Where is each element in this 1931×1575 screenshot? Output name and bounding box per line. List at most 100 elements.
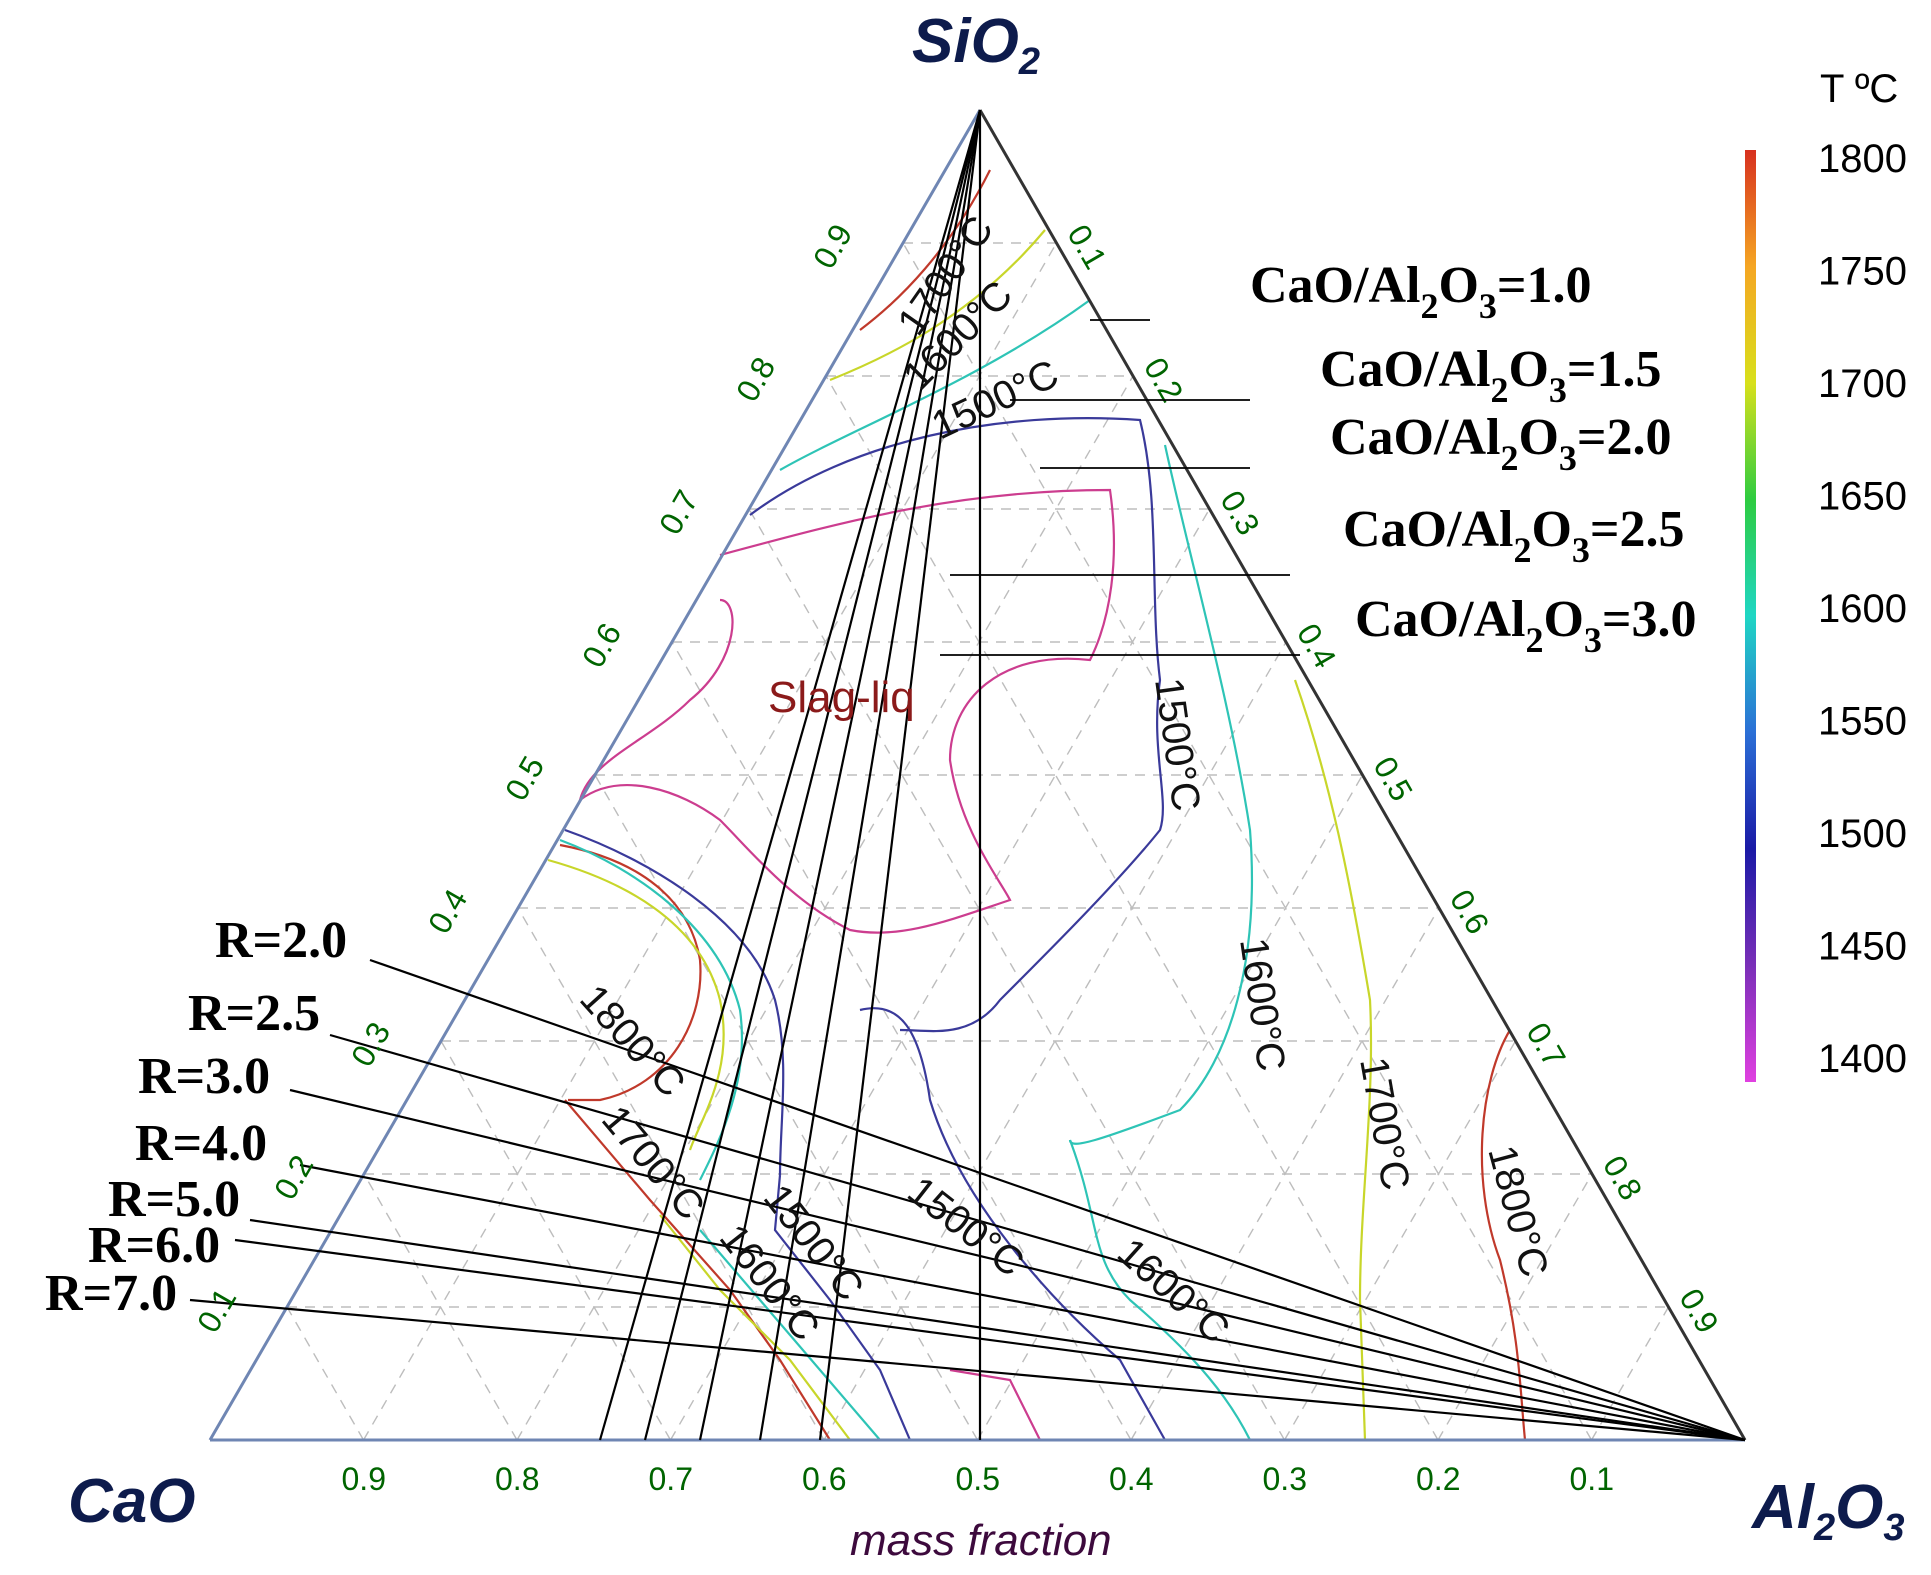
mass-fraction-axis-title: mass fraction (850, 1516, 1112, 1565)
isotherm-label: 1700°C (1351, 1054, 1418, 1193)
basicity-line (369, 958, 1746, 1442)
left-tick-label: 0.7 (652, 484, 705, 541)
grid-line (1590, 1306, 1670, 1441)
bottom-tick-label: 0.1 (1570, 1461, 1614, 1497)
bottom-tick-label: 0.3 (1263, 1461, 1307, 1497)
colorbar-title: T ºC (1820, 67, 1898, 111)
isotherm-1800-left (559, 843, 702, 1102)
isotherm-label: 1800°C (1479, 1141, 1556, 1282)
isotherm-label: 1500°C (1146, 675, 1208, 814)
left-tick-label: 0.4 (421, 883, 474, 940)
isotherm-1800-top (859, 169, 991, 331)
ratio-line (598, 109, 982, 1441)
isotherm-label: 1600°C (1231, 935, 1293, 1074)
isotherm-1800-lower (564, 1099, 831, 1441)
colorbar-label: 1600 (1818, 587, 1907, 631)
right-edge (978, 109, 1747, 1441)
grid-line (363, 1173, 518, 1441)
ratio-line (758, 109, 982, 1441)
grid-line (440, 1040, 672, 1441)
ratio-label: CaO/Al2O3=2.5 (1343, 501, 1685, 570)
grid-line (286, 1306, 365, 1441)
colorbar-label: 1400 (1818, 1037, 1907, 1081)
isotherm-1500-region (749, 417, 1164, 1033)
basicity-line (299, 1163, 1746, 1442)
ratio-line (643, 109, 982, 1441)
ratio-label: CaO/Al2O3=1.0 (1250, 257, 1592, 326)
basicity-line (289, 1088, 1746, 1442)
grid-line (1283, 1040, 1517, 1441)
colorbar-labels: 1800 1750 1700 1650 1600 1550 1500 1450 1400 (1818, 137, 1907, 1081)
bottom-tick-label: 0.6 (802, 1461, 846, 1497)
left-edge (208, 109, 982, 1441)
left-tick-label: 0.5 (498, 750, 551, 807)
colorbar-label: 1800 (1818, 137, 1907, 181)
bottom-tick-label: 0.5 (956, 1461, 1000, 1497)
left-tick-label: 0.9 (806, 218, 859, 275)
colorbar-label: 1650 (1818, 475, 1907, 519)
colorbar-label: 1500 (1818, 812, 1907, 856)
grid-line (1437, 1173, 1593, 1441)
left-tick-label: 0.3 (344, 1016, 397, 1073)
isotherm-label: 1500°C (899, 1168, 1032, 1285)
grid-line (1130, 907, 1440, 1441)
basicity-labels: R=2.0 R=2.5 R=3.0 R=4.0R=5.0R=6.0R=7.0 (45, 912, 347, 1322)
isotherm-1600-center (1068, 1139, 1251, 1441)
isotherm-contours (547, 169, 1527, 1441)
isotherm-1600-right (1068, 444, 1253, 1145)
colorbar-label: 1450 (1818, 925, 1907, 969)
basicity-label: R=2.0 (215, 912, 347, 969)
isotherm-1700-right (1293, 679, 1373, 1441)
basicity-line (189, 1298, 1746, 1442)
slag-liquid-label: Slag-liq (768, 673, 915, 722)
grid-line (669, 508, 1211, 1441)
triangle-frame (208, 109, 1747, 1442)
basicity-label: R=5.0 (108, 1171, 240, 1228)
isotherm-1500-left (564, 828, 785, 1176)
left-tick-label: 0.6 (575, 617, 628, 674)
isotherm-1450-small (949, 1368, 1041, 1441)
left-tick-label: 0.1 (190, 1282, 243, 1339)
ratio-label: CaO/Al2O3=2.0 (1330, 409, 1672, 478)
isotherm-label: 1700°C (593, 1098, 713, 1229)
basicity-label: R=4.0 (135, 1115, 267, 1172)
bottom-tick-label: 0.7 (649, 1461, 693, 1497)
isotherm-1800-right (1480, 1029, 1527, 1441)
colorbar-label: 1700 (1818, 362, 1907, 406)
colorbar-strip (1745, 150, 1756, 1082)
basicity-line (329, 1033, 1746, 1442)
left-tick-label: 0.2 (267, 1149, 320, 1206)
bottom-tick-label: 0.9 (342, 1461, 386, 1497)
colorbar-label: 1750 (1818, 250, 1907, 294)
isotherm-1600-lower (699, 1229, 881, 1441)
basicity-lines (189, 958, 1746, 1442)
basicity-label: R=7.0 (45, 1265, 177, 1322)
grid-line (976, 774, 1364, 1441)
ratio-label: CaO/Al2O3=3.0 (1355, 591, 1697, 660)
bottom-tick-label: 0.4 (1109, 1461, 1153, 1497)
bottom-tick-label: 0.8 (495, 1461, 539, 1497)
grid-line (517, 907, 825, 1441)
ratio-line (818, 109, 982, 1441)
isotherm-1700-lower (659, 1214, 851, 1441)
ratio-lines (598, 109, 982, 1441)
grid-line (902, 242, 1593, 1441)
temperature-colorbar: T ºC 1800 1750 1700 1650 1600 1550 1500 1450 140… (1745, 67, 1907, 1082)
cao-corner-label: CaO (68, 1467, 195, 1536)
isotherm-1700-left (547, 858, 725, 1151)
bottom-tick-label: 0.2 (1416, 1461, 1460, 1497)
colorbar-label: 1550 (1818, 700, 1907, 744)
basicity-line (234, 1238, 1746, 1442)
basicity-label: R=6.0 (88, 1217, 220, 1274)
isotherm-1450-boundary (578, 488, 1116, 934)
basicity-label: R=3.0 (138, 1048, 270, 1105)
isotherm-1500-lower (773, 1174, 912, 1441)
ratio-label: CaO/Al2O3=1.5 (1320, 341, 1662, 410)
isotherm-1700-top (829, 229, 1046, 382)
basicity-line (249, 1218, 1746, 1442)
isotherm-1500-center (859, 1007, 1166, 1441)
basicity-label: R=2.5 (188, 985, 320, 1042)
left-tick-label: 0.8 (729, 351, 782, 408)
